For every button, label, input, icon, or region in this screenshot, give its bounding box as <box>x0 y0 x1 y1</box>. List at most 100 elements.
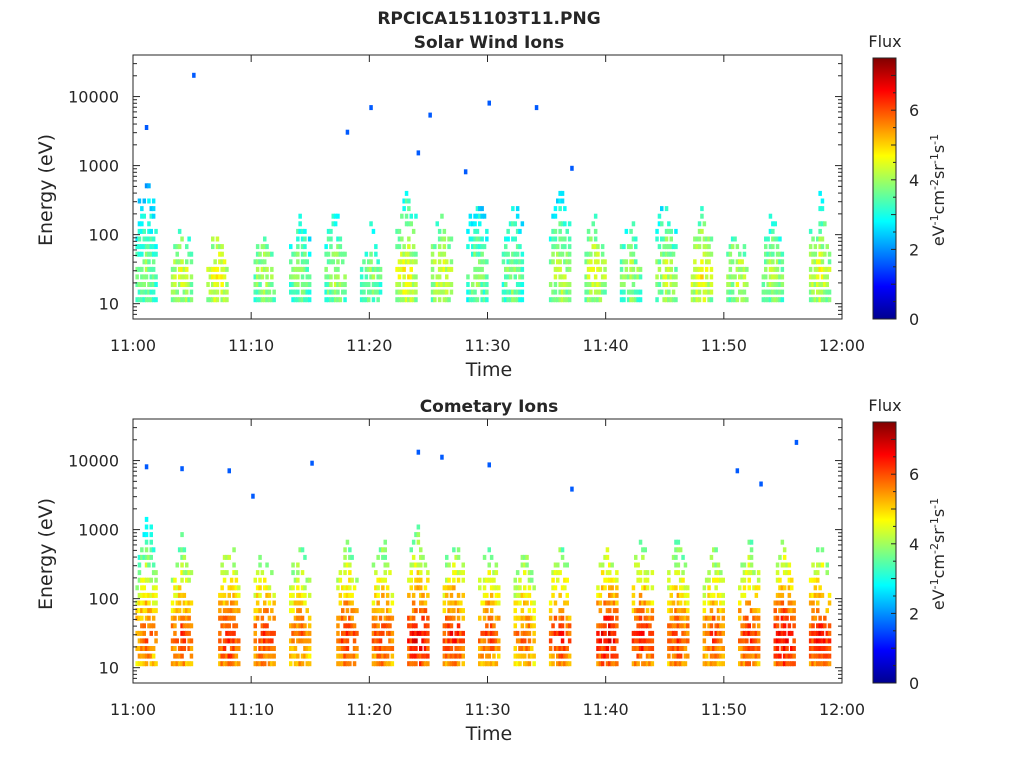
burst-cell <box>586 289 591 295</box>
burst-cell <box>740 297 744 303</box>
burst-cell <box>508 274 513 280</box>
burst-cell <box>478 244 482 250</box>
burst-cell <box>530 653 534 659</box>
burst-cell <box>520 592 525 598</box>
burst-cell <box>270 282 274 287</box>
burst-cell <box>345 608 350 614</box>
burst-cell <box>265 244 269 250</box>
burst-cell <box>818 615 822 621</box>
burst-cell <box>338 615 343 621</box>
burst-cell <box>818 297 822 303</box>
burst-cell <box>300 661 305 667</box>
burst-cell <box>489 608 494 614</box>
burst-cell <box>645 600 650 606</box>
burst-cell <box>664 236 669 242</box>
burst-cell <box>374 251 378 257</box>
burst-cell <box>596 653 600 659</box>
burst-cell <box>374 630 378 636</box>
burst-cell <box>768 266 773 272</box>
burst-cell <box>137 653 142 659</box>
burst-cell <box>657 259 662 265</box>
burst-cell <box>177 282 182 287</box>
burst-cell <box>650 615 655 621</box>
burst-cell <box>260 615 265 621</box>
burst-cell <box>255 274 260 280</box>
burst-cell <box>390 592 395 598</box>
burst-cell <box>220 623 224 629</box>
burst-cell <box>634 646 638 651</box>
burst-cell <box>227 592 231 598</box>
burst-cell <box>442 251 447 257</box>
burst-cell <box>702 585 707 591</box>
burst-cell <box>456 600 461 606</box>
burst-cell <box>151 653 156 659</box>
burst-cell <box>596 646 600 651</box>
burst-cell <box>730 282 735 287</box>
burst-cell <box>151 592 156 598</box>
burst-cell <box>177 600 182 606</box>
burst-cell <box>270 630 274 636</box>
burst-cell <box>638 608 643 614</box>
burst-cell <box>520 274 525 280</box>
burst-cell <box>600 585 605 591</box>
burst-cell <box>404 251 409 257</box>
burst-cell <box>485 259 489 265</box>
burst-cell <box>147 244 151 250</box>
burst-cell <box>232 592 236 598</box>
burst-cell <box>263 577 267 583</box>
burst-cell <box>761 289 766 295</box>
burst-cell <box>612 646 617 651</box>
burst-cell <box>402 259 406 265</box>
burst-cell <box>187 615 191 621</box>
burst-cell <box>454 630 458 636</box>
burst-cell <box>683 600 688 606</box>
burst-cell <box>820 638 825 644</box>
burst-cell <box>523 600 527 606</box>
burst-cell <box>747 554 751 560</box>
burst-cell <box>140 646 144 651</box>
burst-cell <box>704 646 709 651</box>
burst-cell <box>189 570 194 576</box>
burst-cell <box>454 638 458 644</box>
burst-cell <box>492 638 496 644</box>
burst-cell <box>667 244 671 250</box>
burst-cell <box>414 638 418 644</box>
burst-cell <box>258 289 262 295</box>
burst-cell <box>407 259 411 265</box>
burst-cell <box>144 608 149 614</box>
burst-cell <box>520 646 525 651</box>
burst-cell <box>480 289 484 295</box>
burst-cell <box>173 592 177 598</box>
burst-cell <box>182 600 187 606</box>
burst-cell <box>558 623 562 629</box>
burst-cell <box>173 638 177 644</box>
burst-cell <box>600 653 605 659</box>
burst-cell <box>213 282 217 287</box>
burst-cell <box>303 266 307 272</box>
burst-cell <box>693 274 697 280</box>
burst-cell <box>142 297 146 303</box>
burst-cell <box>478 282 482 287</box>
colorbar-tick-label: 4 <box>909 171 919 190</box>
burst-cell <box>704 577 709 583</box>
burst-cell <box>265 251 269 257</box>
burst-cell <box>300 251 305 257</box>
burst-cell <box>683 562 688 568</box>
burst-cell <box>778 274 782 280</box>
burst-cell <box>149 274 153 280</box>
burst-cell <box>475 236 480 242</box>
burst-cell <box>712 577 716 583</box>
burst-cell <box>352 646 357 651</box>
burst-cell <box>615 653 619 659</box>
burst-cell <box>638 274 643 280</box>
burst-cell <box>400 297 404 303</box>
burst-cell <box>263 266 267 272</box>
burst-cell <box>742 562 747 568</box>
burst-cell <box>144 661 149 667</box>
burst-cell <box>548 236 553 242</box>
burst-cell <box>376 592 380 598</box>
burst-cell <box>667 630 671 636</box>
burst-cell <box>678 646 683 651</box>
burst-cell <box>211 266 215 272</box>
burst-cell <box>782 608 787 614</box>
